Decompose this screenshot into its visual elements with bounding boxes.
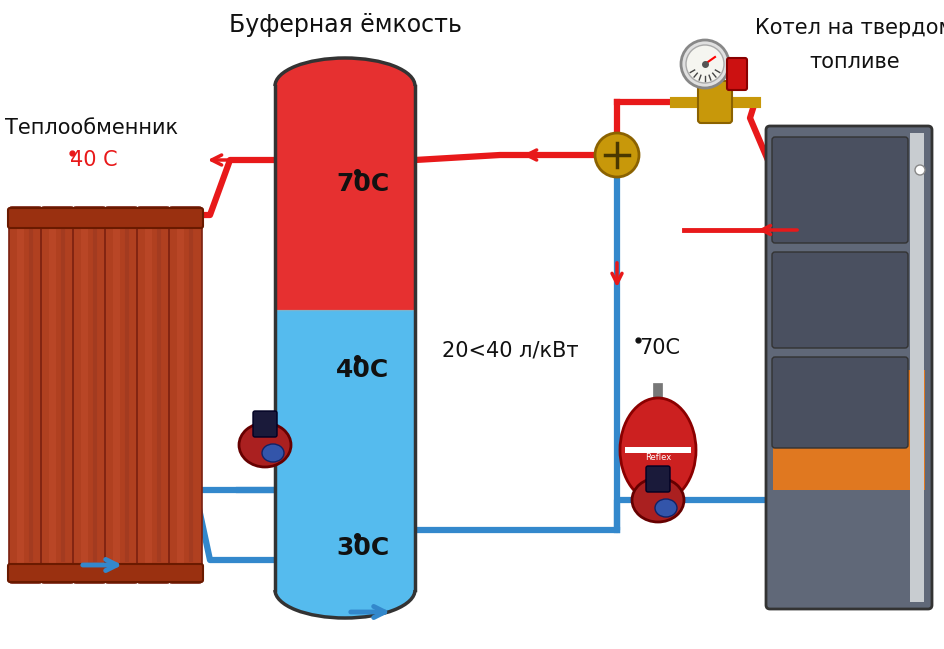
FancyBboxPatch shape [105, 207, 138, 583]
Circle shape [915, 165, 925, 175]
FancyBboxPatch shape [646, 466, 670, 492]
FancyBboxPatch shape [8, 208, 203, 228]
FancyBboxPatch shape [772, 137, 908, 243]
FancyBboxPatch shape [772, 252, 908, 348]
Text: Reflex: Reflex [645, 454, 671, 463]
Bar [773, 370, 925, 490]
Text: топливе: топливе [810, 52, 901, 72]
Circle shape [595, 133, 639, 177]
Ellipse shape [275, 562, 415, 618]
FancyBboxPatch shape [253, 411, 277, 437]
Ellipse shape [239, 423, 291, 467]
Ellipse shape [620, 398, 696, 502]
FancyBboxPatch shape [137, 207, 170, 583]
FancyBboxPatch shape [766, 126, 932, 609]
Text: Буферная ёмкость: Буферная ёмкость [228, 13, 462, 37]
Ellipse shape [655, 499, 677, 517]
Text: 70С: 70С [336, 172, 390, 196]
FancyBboxPatch shape [169, 207, 202, 583]
FancyBboxPatch shape [41, 207, 74, 583]
Circle shape [681, 40, 729, 88]
Text: 20<40 л/кВт: 20<40 л/кВт [442, 340, 579, 360]
Text: 70С: 70С [639, 338, 681, 358]
FancyBboxPatch shape [772, 357, 908, 448]
Text: Котел на твердом: Котел на твердом [755, 18, 944, 38]
Bar [275, 310, 415, 590]
Text: 30С: 30С [336, 536, 390, 560]
FancyBboxPatch shape [727, 58, 747, 90]
Bar [910, 133, 924, 602]
Text: 40 С: 40 С [70, 150, 118, 170]
Bar [275, 86, 415, 310]
FancyBboxPatch shape [9, 207, 42, 583]
Ellipse shape [262, 444, 284, 462]
Text: 40С: 40С [336, 358, 390, 382]
Ellipse shape [632, 478, 684, 522]
FancyBboxPatch shape [8, 564, 203, 582]
Bar [625, 447, 691, 453]
Ellipse shape [275, 58, 415, 114]
FancyBboxPatch shape [698, 81, 732, 123]
Circle shape [686, 45, 724, 83]
Text: Теплообменник: Теплообменник [6, 118, 178, 138]
FancyBboxPatch shape [73, 207, 106, 583]
